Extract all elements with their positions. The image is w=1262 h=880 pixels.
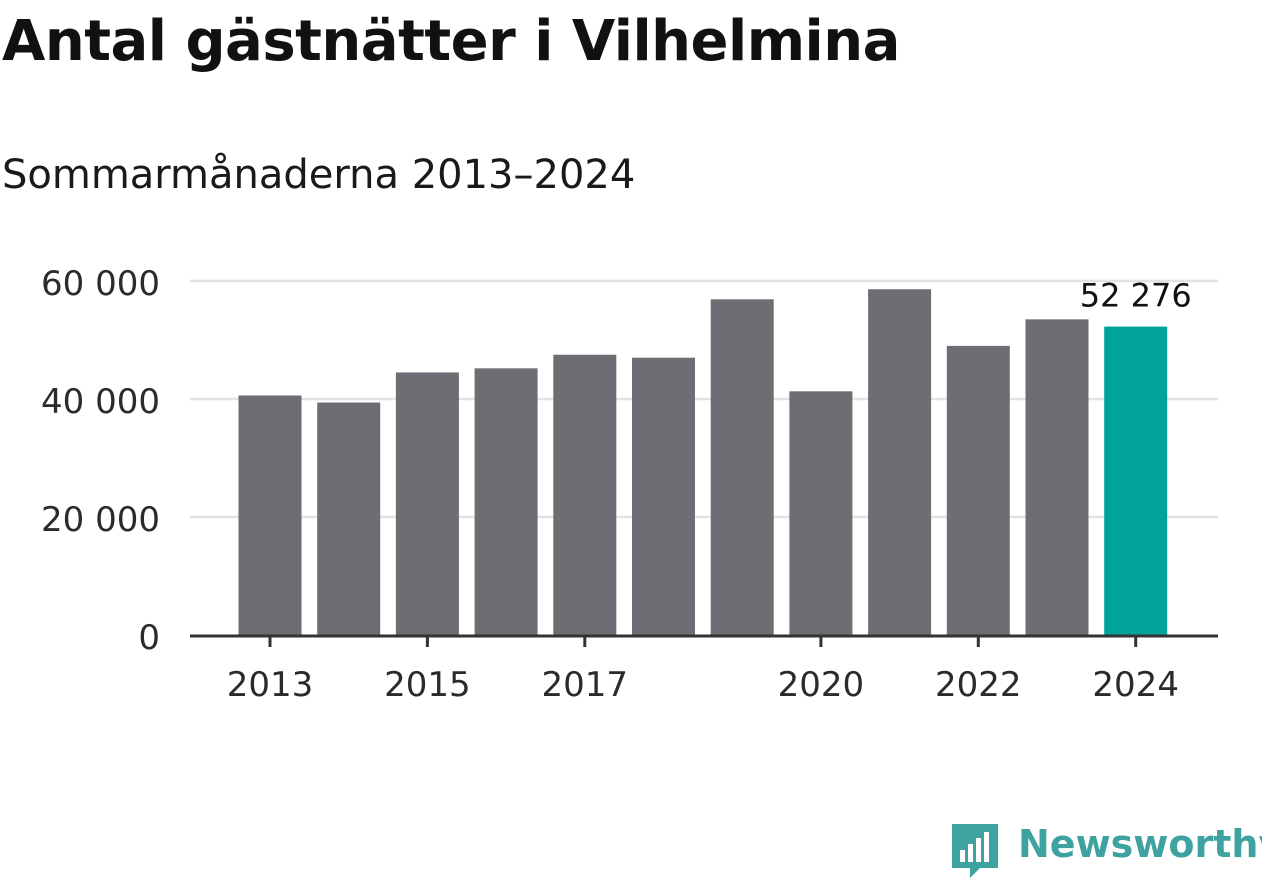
y-tick-label: 20 000 [41,500,160,540]
x-tick-label: 2017 [542,665,629,705]
bar [317,402,381,635]
y-tick-label: 60 000 [41,264,160,304]
bar [632,357,695,635]
bar-highlight [1104,326,1168,635]
bar [1025,319,1089,635]
x-tick-label: 2020 [778,665,865,705]
x-tick-label: 2024 [1092,665,1179,705]
bar [238,395,302,635]
brand-name: Newsworthy [1018,822,1262,866]
bar [868,289,932,635]
chart-title: Antal gästnätter i Vilhelmina [2,9,900,74]
newsworthy-logo: Newsworthy [950,818,1262,878]
y-tick-label: 40 000 [41,382,160,422]
x-tick-label: 2015 [384,665,471,705]
bar [789,391,853,635]
newsworthy-logo-icon [952,824,998,878]
bar [946,345,1010,635]
x-tick-label: 2013 [227,665,314,705]
chart-subtitle: Sommarmånaderna 2013–2024 [2,152,636,198]
data-label: 52 276 [1080,277,1192,315]
x-tick-label: 2022 [935,665,1022,705]
bar [553,354,617,635]
bar [474,368,538,635]
bar [395,372,459,635]
y-tick-label: 0 [138,618,160,658]
bar [710,299,774,635]
